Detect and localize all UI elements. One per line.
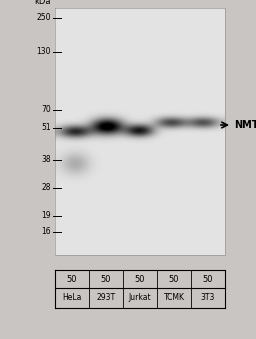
Text: 50: 50 <box>135 275 145 283</box>
Text: TCMK: TCMK <box>164 294 185 302</box>
Text: HeLa: HeLa <box>62 294 82 302</box>
Text: 130: 130 <box>37 47 51 57</box>
Text: 293T: 293T <box>97 294 115 302</box>
Text: 50: 50 <box>203 275 213 283</box>
Text: NMT1: NMT1 <box>234 120 256 130</box>
Text: 28: 28 <box>41 183 51 193</box>
Text: 70: 70 <box>41 105 51 115</box>
Text: 19: 19 <box>41 212 51 220</box>
Text: 16: 16 <box>41 227 51 237</box>
Text: 50: 50 <box>67 275 77 283</box>
Text: 3T3: 3T3 <box>201 294 215 302</box>
Text: 38: 38 <box>41 156 51 164</box>
Text: 50: 50 <box>169 275 179 283</box>
Text: 51: 51 <box>41 123 51 133</box>
Text: Jurkat: Jurkat <box>129 294 151 302</box>
Text: 250: 250 <box>37 14 51 22</box>
Text: kDa: kDa <box>35 0 51 6</box>
Text: 50: 50 <box>101 275 111 283</box>
